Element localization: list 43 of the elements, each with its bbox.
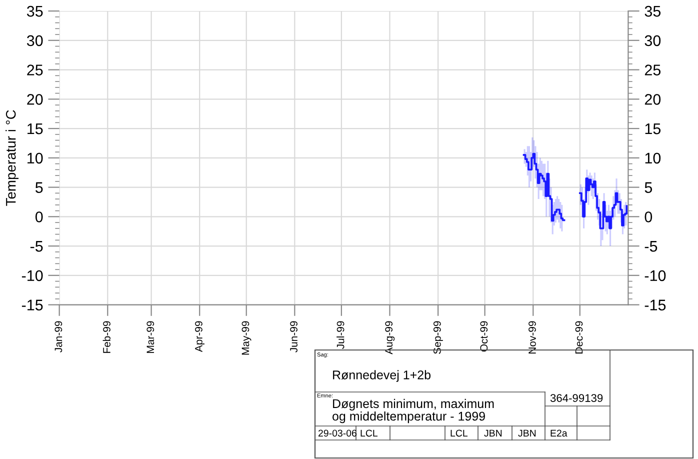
y2-tick-label: -10: [644, 270, 666, 282]
text: Rønnedevej 1+2b: [333, 370, 431, 382]
x-tick-label: Jun-99: [290, 321, 298, 352]
y-tick-label: 5: [35, 182, 43, 193]
text: LCL: [450, 430, 468, 437]
y2-tick-label: 30: [644, 35, 661, 46]
text: 364-99139: [550, 394, 603, 402]
y-tick-label: -10: [22, 270, 43, 282]
x-tick-label: Apr-99: [195, 321, 204, 352]
x-tick-label: Jan-99: [54, 321, 62, 352]
y-axis-title: Temperatur i °C: [6, 110, 18, 206]
text: LCL: [360, 430, 378, 437]
y-tick-label: 30: [26, 35, 43, 46]
x-tick-label: May-99: [242, 321, 252, 355]
x-tick-label: Jul-99: [336, 321, 344, 349]
x-tick-label: Feb-99: [102, 321, 110, 353]
y2-tick-label: 0: [644, 212, 652, 222]
x-tick-label: Aug-99: [385, 321, 395, 354]
y2-tick-label: 20: [644, 94, 661, 105]
text: E2a: [550, 430, 568, 437]
x-tick-label: Oct-99: [480, 321, 488, 352]
y-tick-label: 35: [26, 6, 43, 17]
y-tick-label: 10: [28, 152, 43, 164]
y2-tick-label: 15: [645, 124, 661, 134]
text: JBN: [518, 430, 536, 437]
y-tick-label: 25: [27, 64, 43, 76]
y-tick-label: 0: [35, 212, 43, 222]
y-tick-label: 15: [28, 124, 43, 134]
x-tick-label: Dec-99: [575, 321, 583, 354]
y2-tick-label: 25: [644, 64, 661, 76]
y2-tick-label: 5: [644, 182, 652, 193]
y2-tick-label: -15: [644, 300, 666, 310]
x-tick-label: Mar-99: [146, 321, 154, 353]
y2-tick-label: -5: [644, 241, 658, 252]
y2-tick-label: 10: [645, 152, 661, 164]
text: Døgnets minimum, maximum og middeltemperatur - 1999: [332, 398, 494, 424]
x-tick-label: Sep-99: [433, 321, 443, 354]
x-tick-label: Nov-99: [528, 321, 536, 354]
text: JBN: [484, 430, 502, 437]
y2-tick-label: 35: [644, 6, 661, 17]
y-tick-label: 20: [27, 94, 43, 105]
y-tick-label: -15: [22, 300, 43, 310]
y-tick-label: -5: [30, 241, 43, 252]
